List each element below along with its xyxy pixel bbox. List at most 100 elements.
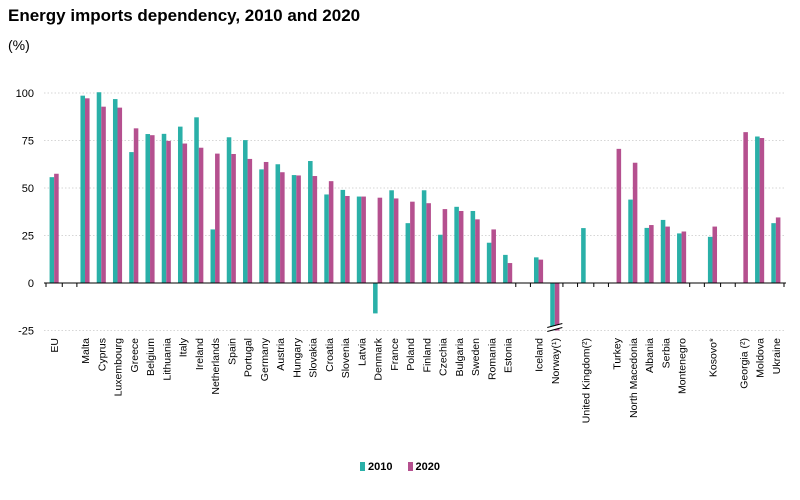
x-tick-label: Sweden [470,338,482,376]
x-tick-label: Montenegro [677,338,689,394]
x-tick-label: Belgium [145,338,157,376]
bar-2010-16 [324,194,329,283]
bar-2020-2 [101,106,106,284]
x-tick-label: Malta [80,338,92,364]
axis-break-mask [546,324,563,331]
bar-2020-11 [247,158,253,283]
bar-2020-4 [133,128,139,283]
x-tick-label: Greece [129,338,141,373]
bar-2020-10 [231,153,236,283]
bar-2010-38 [755,136,760,283]
bar-2010-28 [533,257,539,283]
chart-title: Energy imports dependency, 2010 and 2020 [8,6,361,25]
x-tick-label: Italy [178,337,190,357]
x-tick-label: Moldova [755,338,767,378]
legend-swatch-2010 [359,462,365,471]
legend-item-2010: 2010 [359,461,392,473]
x-tick-label: Austria [275,338,287,371]
bar-2020-28 [538,259,544,283]
x-tick-label: Czechia [438,338,450,376]
x-tick-label: Ireland [194,338,206,370]
x-tick-label: Serbia [660,338,672,369]
x-tick-label: North Macedonia [628,338,640,418]
bar-2020-36 [712,226,718,283]
x-tick-label: Poland [405,338,417,371]
bar-2010-9 [210,229,216,283]
bar-2010-3 [112,99,118,283]
bar-2010-19 [373,283,378,314]
bar-2020-32 [632,162,638,283]
x-tick-label: France [389,338,401,371]
bar-2020-5 [150,135,155,283]
x-tick-label: EU [49,338,61,353]
bar-2020-38 [759,138,765,283]
legend-swatch-2020 [407,462,413,471]
bar-2010-22 [421,190,427,283]
x-tick-label: Iceland [534,338,546,372]
bar-2020-26 [491,229,496,283]
bar-2010-18 [356,196,362,283]
y-tick-label: 25 [22,231,34,243]
bar-2020-18 [361,196,366,283]
bar-2010-39 [771,223,776,283]
y-tick-label: 75 [22,136,34,148]
x-tick-label: Albania [644,338,656,373]
x-tick-label: Romania [486,338,498,380]
y-tick-label: 100 [16,88,34,100]
bar-2010-1 [80,95,86,283]
bar-2010-4 [129,152,134,283]
bar-2020-39 [775,217,781,283]
bar-2010-23 [438,234,443,283]
x-tick-label: Norway(¹) [550,338,562,384]
x-tick-label: Denmark [373,337,385,380]
y-tick-label: 50 [22,183,34,195]
bar-2020-17 [345,195,350,283]
legend: 2010 2020 [0,461,800,473]
bar-2020-13 [280,172,285,283]
bar-2020-7 [182,143,188,283]
x-tick-label: Bulgaria [454,338,466,377]
unit-label: (%) [8,37,30,53]
bar-2020-8 [198,147,204,283]
bar-2020-20 [393,198,399,283]
x-tick-label: Croatia [324,338,336,372]
bar-2020-21 [410,201,415,283]
bar-2010-17 [340,189,346,283]
bar-2010-30 [581,228,586,283]
y-tick-label: 0 [28,278,34,290]
bar-2020-29 [554,283,560,331]
bar-2010-26 [486,242,492,283]
x-tick-label: Spain [226,338,238,365]
bar-2020-16 [328,181,334,283]
bar-2020-37 [743,132,748,283]
x-tick-label: Finland [421,338,433,373]
x-tick-label: Netherlands [210,338,222,395]
bar-2010-11 [243,140,248,283]
axis-break-line [547,323,563,328]
bar-2010-8 [194,117,199,283]
bar-2010-36 [707,236,713,283]
bar-2020-0 [54,173,59,283]
x-tick-label: Georgia (²) [738,338,750,389]
x-tick-label: Ukraine [771,338,783,374]
bar-2010-35 [677,233,682,283]
bar-2010-10 [226,137,232,283]
bar-2020-33 [649,225,654,283]
bar-2020-27 [507,263,513,283]
x-tick-label: Lithuania [161,338,173,381]
bar-2020-9 [215,153,220,283]
bar-2010-24 [454,206,459,283]
bar-2020-1 [85,98,90,283]
bar-2010-14 [291,175,297,283]
bar-2010-0 [49,177,55,283]
bar-2010-34 [660,219,666,283]
bar-2010-15 [308,161,313,283]
x-tick-label: Slovenia [340,338,352,378]
bar-2020-25 [475,219,480,283]
bar-2020-14 [296,175,301,283]
bar-2010-33 [644,227,650,283]
x-tick-label: Kosovo* [707,338,719,377]
axis-break-line [547,327,563,332]
bar-2020-12 [263,161,269,283]
